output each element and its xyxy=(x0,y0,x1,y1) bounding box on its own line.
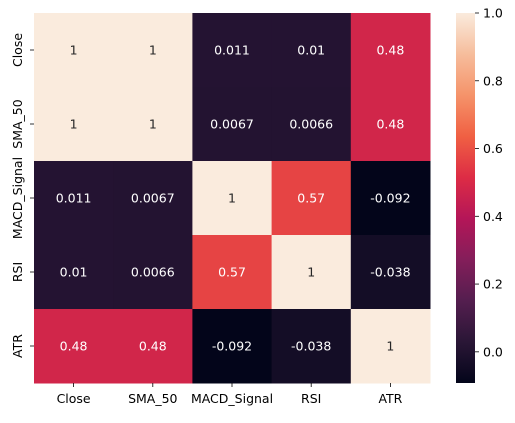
cell-value-label: 1 xyxy=(307,265,315,280)
cell-value-label: 0.011 xyxy=(56,191,92,206)
y-tick-label: MACD_Signal xyxy=(10,157,25,239)
cell-value-label: 1 xyxy=(70,43,78,58)
colorbar-tick-label: 0.2 xyxy=(483,277,503,292)
cell-value-label: 0.0067 xyxy=(210,117,254,132)
cell-value-label: 0.48 xyxy=(60,339,88,354)
x-tick-label: ATR xyxy=(378,391,402,406)
cell-value-label: 0.48 xyxy=(376,117,404,132)
cell-value-label: 0.57 xyxy=(218,265,246,280)
cell-value-label: -0.038 xyxy=(370,265,410,280)
cell-value-label: 1 xyxy=(228,191,236,206)
colorbar-axis: 1.0 0.8 0.6 0.4 0.2 0.0 xyxy=(475,6,503,360)
colorbar-tick-label: 0.8 xyxy=(483,73,503,88)
colorbar-tick-label: 0.0 xyxy=(483,344,503,359)
cell-value-label: 0.48 xyxy=(376,43,404,58)
colorbar-tick-label: 0.4 xyxy=(483,209,503,224)
y-axis: Close SMA_50 MACD_Signal RSI ATR xyxy=(10,33,34,358)
y-tick-label: SMA_50 xyxy=(10,99,25,148)
y-tick-label: ATR xyxy=(10,334,25,358)
x-axis: Close SMA_50 MACD_Signal RSI ATR xyxy=(57,383,403,406)
x-tick-label: Close xyxy=(57,391,91,406)
colorbar-tick-label: 1.0 xyxy=(483,6,503,21)
x-tick-label: RSI xyxy=(301,391,321,406)
y-tick-label: RSI xyxy=(10,262,25,282)
cell-value-label: -0.092 xyxy=(212,339,252,354)
x-tick-label: SMA_50 xyxy=(128,391,177,406)
cell-value-label: 0.0067 xyxy=(131,191,175,206)
cell-value-label: 1 xyxy=(70,117,78,132)
cell-value-label: 0.57 xyxy=(297,191,325,206)
x-tick-label: MACD_Signal xyxy=(191,391,273,406)
cell-value-label: 1 xyxy=(386,339,394,354)
cell-value-label: 1 xyxy=(149,43,157,58)
cell-value-label: -0.092 xyxy=(370,191,410,206)
cell-value-label: -0.038 xyxy=(291,339,331,354)
cell-value-label: 0.01 xyxy=(297,43,325,58)
cell-value-label: 0.0066 xyxy=(131,265,175,280)
cell-value-label: 0.48 xyxy=(139,339,167,354)
cell-value-label: 0.01 xyxy=(60,265,88,280)
cell-value-label: 1 xyxy=(149,117,157,132)
colorbar xyxy=(456,13,475,383)
colorbar-tick-label: 0.6 xyxy=(483,141,503,156)
cell-value-label: 0.011 xyxy=(214,43,250,58)
cell-value-label: 0.0066 xyxy=(289,117,333,132)
y-tick-label: Close xyxy=(10,33,25,67)
